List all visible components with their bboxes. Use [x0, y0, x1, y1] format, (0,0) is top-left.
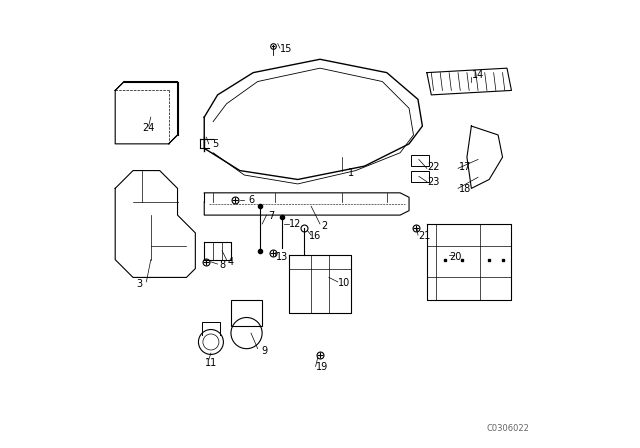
Text: 9: 9 [261, 346, 268, 356]
Text: 1: 1 [348, 168, 354, 178]
Text: 18: 18 [459, 184, 471, 194]
Text: 13: 13 [276, 251, 288, 262]
Text: 10: 10 [339, 278, 351, 288]
Text: 8: 8 [219, 260, 225, 270]
Text: C0306022: C0306022 [486, 424, 529, 433]
Text: 16: 16 [309, 231, 322, 241]
Text: 23: 23 [428, 177, 440, 187]
Text: 17: 17 [458, 162, 471, 172]
Text: 4: 4 [228, 257, 234, 267]
Text: 19: 19 [316, 362, 328, 372]
Text: 20: 20 [450, 251, 462, 262]
Text: 22: 22 [428, 162, 440, 172]
Text: 2: 2 [321, 221, 328, 231]
Text: 3: 3 [136, 279, 143, 289]
Text: 5: 5 [212, 139, 218, 149]
Text: 21: 21 [419, 231, 431, 241]
Text: 24: 24 [143, 123, 155, 133]
Text: 6: 6 [248, 195, 254, 205]
Text: 15: 15 [280, 44, 292, 54]
Text: 7: 7 [268, 211, 274, 221]
Text: 12: 12 [289, 219, 301, 229]
Text: 14: 14 [472, 70, 484, 80]
Text: 11: 11 [205, 358, 217, 368]
